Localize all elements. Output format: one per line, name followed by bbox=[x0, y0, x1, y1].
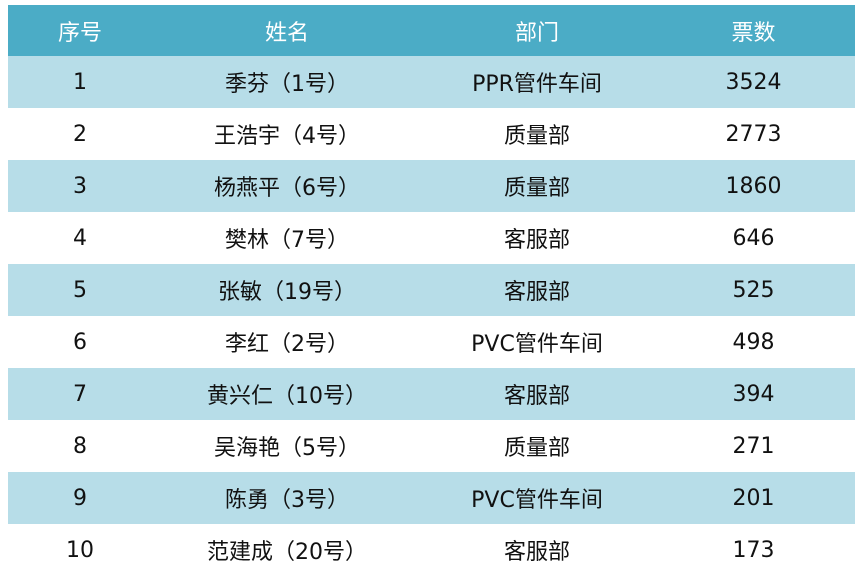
cell-index: 10 bbox=[8, 524, 152, 576]
cell-department: 质量部 bbox=[422, 420, 652, 472]
cell-department: PVC管件车间 bbox=[422, 472, 652, 524]
cell-name: 杨燕平（6号） bbox=[152, 160, 422, 212]
header-index: 序号 bbox=[8, 5, 152, 56]
cell-votes: 646 bbox=[652, 212, 855, 264]
cell-department: 客服部 bbox=[422, 368, 652, 420]
table-row: 6 李红（2号） PVC管件车间 498 bbox=[8, 316, 855, 368]
header-row: 序号 姓名 部门 票数 bbox=[8, 5, 855, 56]
cell-votes: 525 bbox=[652, 264, 855, 316]
cell-votes: 201 bbox=[652, 472, 855, 524]
header-name: 姓名 bbox=[152, 5, 422, 56]
cell-index: 5 bbox=[8, 264, 152, 316]
cell-department: PVC管件车间 bbox=[422, 316, 652, 368]
cell-name: 范建成（20号） bbox=[152, 524, 422, 576]
cell-name: 陈勇（3号） bbox=[152, 472, 422, 524]
table-row: 8 吴海艳（5号） 质量部 271 bbox=[8, 420, 855, 472]
table-row: 10 范建成（20号） 客服部 173 bbox=[8, 524, 855, 576]
table-row: 3 杨燕平（6号） 质量部 1860 bbox=[8, 160, 855, 212]
cell-name: 王浩宇（4号） bbox=[152, 108, 422, 160]
cell-department: PPR管件车间 bbox=[422, 56, 652, 108]
cell-department: 质量部 bbox=[422, 160, 652, 212]
cell-votes: 2773 bbox=[652, 108, 855, 160]
cell-index: 4 bbox=[8, 212, 152, 264]
cell-index: 1 bbox=[8, 56, 152, 108]
vote-table: 序号 姓名 部门 票数 1 季芬（1号） PPR管件车间 3524 2 王浩宇（4号） 质量… bbox=[8, 5, 855, 576]
cell-name: 黄兴仁（10号） bbox=[152, 368, 422, 420]
cell-votes: 271 bbox=[652, 420, 855, 472]
cell-index: 3 bbox=[8, 160, 152, 212]
table-row: 4 樊林（7号） 客服部 646 bbox=[8, 212, 855, 264]
cell-votes: 394 bbox=[652, 368, 855, 420]
cell-index: 7 bbox=[8, 368, 152, 420]
table-row: 2 王浩宇（4号） 质量部 2773 bbox=[8, 108, 855, 160]
cell-votes: 173 bbox=[652, 524, 855, 576]
table-row: 7 黄兴仁（10号） 客服部 394 bbox=[8, 368, 855, 420]
cell-votes: 498 bbox=[652, 316, 855, 368]
cell-name: 季芬（1号） bbox=[152, 56, 422, 108]
cell-department: 客服部 bbox=[422, 212, 652, 264]
header-department: 部门 bbox=[422, 5, 652, 56]
cell-votes: 3524 bbox=[652, 56, 855, 108]
cell-votes: 1860 bbox=[652, 160, 855, 212]
table-row: 1 季芬（1号） PPR管件车间 3524 bbox=[8, 56, 855, 108]
header-votes: 票数 bbox=[652, 5, 855, 56]
cell-index: 6 bbox=[8, 316, 152, 368]
cell-index: 8 bbox=[8, 420, 152, 472]
cell-department: 客服部 bbox=[422, 264, 652, 316]
cell-name: 樊林（7号） bbox=[152, 212, 422, 264]
table-row: 5 张敏（19号） 客服部 525 bbox=[8, 264, 855, 316]
cell-department: 质量部 bbox=[422, 108, 652, 160]
cell-name: 张敏（19号） bbox=[152, 264, 422, 316]
cell-name: 李红（2号） bbox=[152, 316, 422, 368]
table-row: 9 陈勇（3号） PVC管件车间 201 bbox=[8, 472, 855, 524]
cell-department: 客服部 bbox=[422, 524, 652, 576]
cell-index: 2 bbox=[8, 108, 152, 160]
cell-index: 9 bbox=[8, 472, 152, 524]
cell-name: 吴海艳（5号） bbox=[152, 420, 422, 472]
